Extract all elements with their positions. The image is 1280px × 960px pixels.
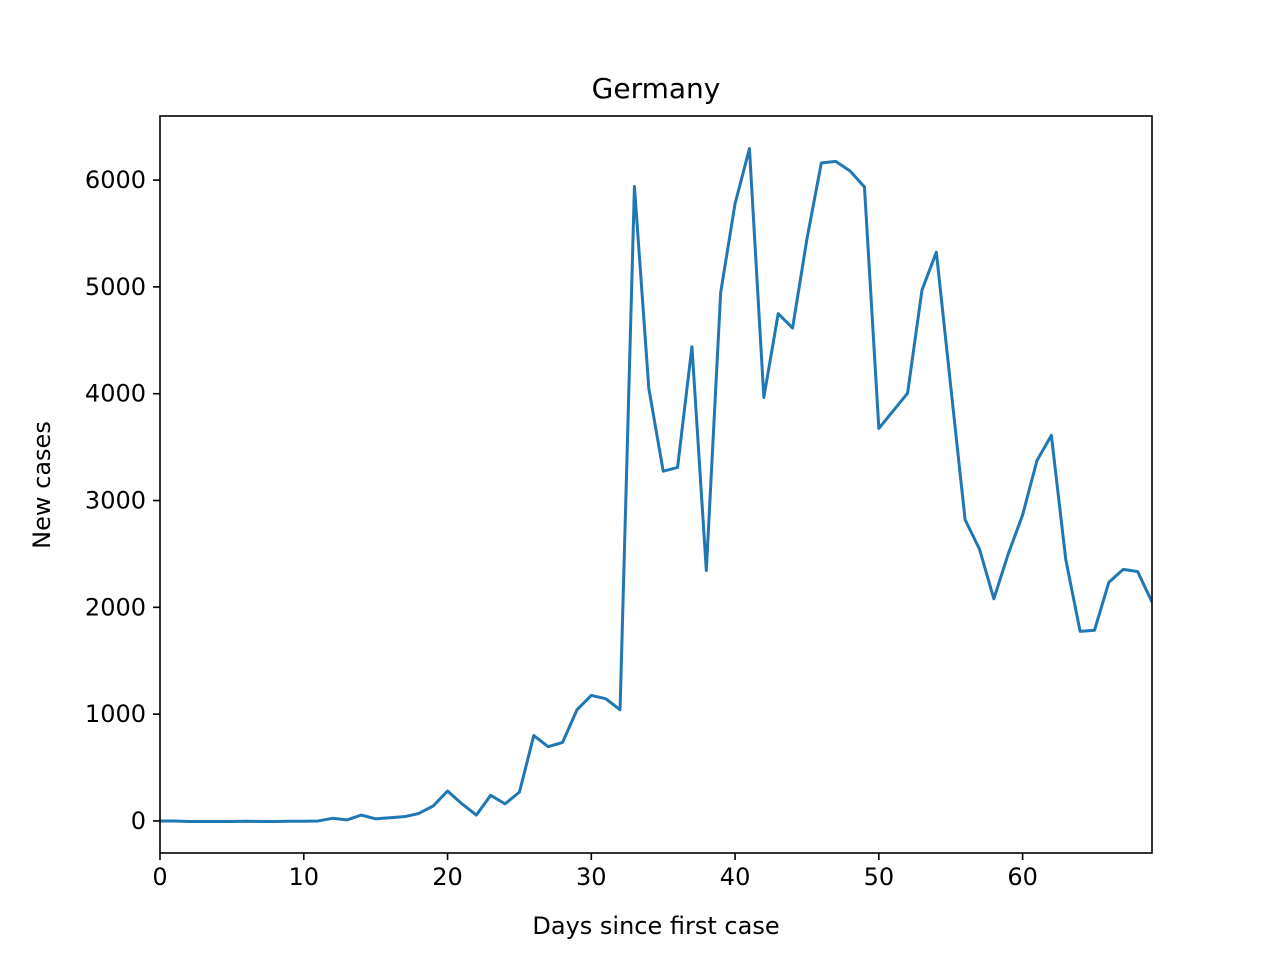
x-axis-label: Days since first case	[532, 912, 779, 940]
series-line-0	[160, 147, 1152, 823]
y-tick-label: 4000	[85, 380, 146, 408]
y-tick-label: 0	[131, 807, 146, 835]
x-tick-label: 0	[152, 863, 167, 891]
y-tick-label: 1000	[85, 700, 146, 728]
chart-title: Germany	[592, 72, 721, 105]
x-tick-label: 10	[288, 863, 319, 891]
y-tick-label: 5000	[85, 273, 146, 301]
plot-area-frame	[159, 115, 1153, 854]
x-tick-label: 50	[864, 863, 895, 891]
x-tick-label: 40	[720, 863, 751, 891]
y-tick-label: 3000	[85, 487, 146, 515]
y-axis-label: New cases	[28, 421, 56, 549]
x-tick-label: 30	[576, 863, 607, 891]
x-tick-label: 60	[1007, 863, 1038, 891]
y-tick-label: 6000	[85, 166, 146, 194]
y-tick-label: 2000	[85, 593, 146, 621]
x-tick-label: 20	[432, 863, 463, 891]
